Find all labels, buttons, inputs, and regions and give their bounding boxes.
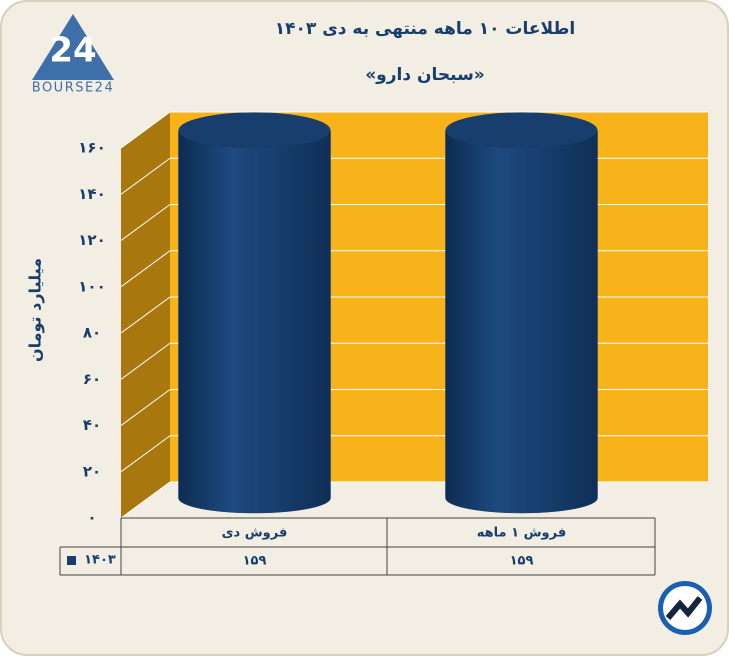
grid-line (120, 111, 171, 149)
chart-title: اطلاعات ۱۰ ماهه منتهی به دی ۱۴۰۳ (275, 19, 575, 39)
grid-line (120, 157, 171, 195)
y-tick-label: ۱۲۰ (78, 231, 105, 249)
y-tick-label: ۴۰ (83, 416, 101, 434)
chart-subtitle: «سبحان دارو» (365, 65, 485, 85)
y-tick-label: ۲۰ (83, 462, 101, 480)
bar (445, 130, 598, 514)
x-tick-label: فروش دی (222, 526, 288, 541)
y-axis-label: میلیارد تومان (26, 258, 45, 362)
y-tick-label: ۱۰۰ (78, 277, 105, 295)
grid-line (120, 204, 171, 241)
logo-text: BOURSE24 (32, 81, 114, 96)
bar-top (445, 112, 598, 149)
legend-swatch (67, 556, 76, 565)
grid-line (120, 296, 171, 334)
x-tick-label: فروش ۱ ماهه (477, 526, 566, 541)
y-tick-label: ۰ (87, 509, 96, 527)
logo-mark: 24 (49, 31, 96, 71)
corner-icon (658, 581, 712, 635)
grid-line (120, 435, 171, 473)
bar-top (178, 112, 331, 149)
logo-triangle (32, 14, 114, 80)
bars (178, 112, 598, 514)
table-lines (59, 517, 656, 576)
table-value: ۱۵۹ (510, 554, 534, 569)
grid-line (120, 342, 171, 380)
grid-line (120, 250, 171, 288)
y-tick-label: ۶۰ (83, 370, 101, 388)
y-tick-label: ۸۰ (83, 324, 101, 342)
grid-line (120, 389, 171, 426)
grid-line (120, 481, 171, 519)
y-tick-label: ۱۶۰ (78, 139, 105, 157)
bar (178, 130, 331, 514)
y-tick-label: ۱۴۰ (78, 185, 105, 203)
table-value: ۱۵۹ (243, 554, 267, 569)
legend-label: ۱۴۰۳ (84, 553, 116, 568)
